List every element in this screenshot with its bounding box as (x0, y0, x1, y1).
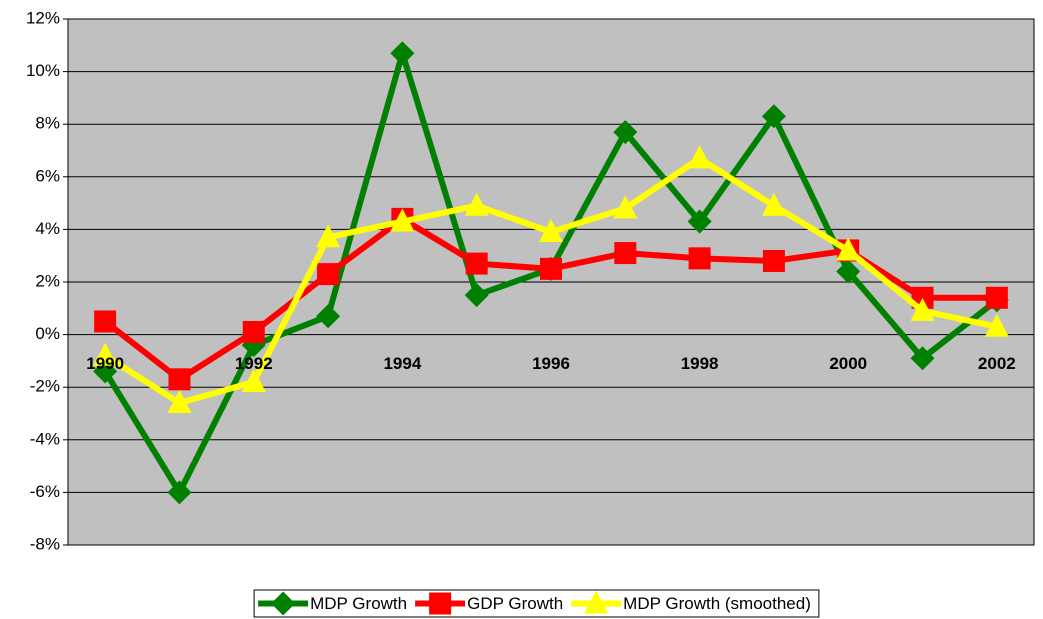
marker (539, 219, 563, 243)
y-tick-label: 10% (26, 61, 60, 80)
marker (390, 208, 415, 232)
y-tick-label: 12% (26, 8, 60, 27)
marker (984, 313, 1009, 337)
marker (93, 342, 118, 366)
marker (613, 120, 638, 145)
marker (168, 368, 191, 391)
x-tick-label: 1992 (235, 354, 273, 373)
legend-label: GDP Growth (467, 594, 563, 613)
marker (540, 257, 562, 280)
marker (762, 249, 785, 272)
marker (241, 368, 266, 392)
y-tick-label: -8% (30, 534, 60, 553)
x-tick-label: 1994 (383, 354, 421, 373)
marker (761, 104, 786, 129)
y-tick-label: -4% (30, 429, 60, 448)
marker (390, 41, 415, 66)
x-tick-label: 2000 (829, 354, 867, 373)
marker (910, 346, 935, 371)
marker (242, 320, 265, 343)
x-tick-label: 1990 (86, 354, 124, 373)
marker (464, 283, 489, 308)
marker (687, 209, 712, 234)
legend-label: MDP Growth (310, 594, 407, 613)
marker (167, 389, 192, 413)
marker (429, 592, 452, 615)
x-tick-label: 1996 (532, 354, 570, 373)
marker (613, 195, 638, 219)
series (93, 145, 1009, 413)
marker (688, 247, 711, 270)
marker (836, 259, 861, 284)
legend: MDP Growth GDP Growth MDP Growth (smoothed… (253, 589, 820, 618)
legend-label: MDP Growth (smoothed) (623, 594, 811, 613)
marker (464, 192, 489, 216)
marker (271, 591, 296, 616)
y-tick-label: 4% (35, 219, 60, 238)
y-tick-label: 2% (35, 271, 60, 290)
x-tick-label: 1998 (681, 354, 719, 373)
marker (910, 297, 935, 321)
plot-border (67, 18, 1035, 546)
legend-box (253, 589, 820, 618)
marker (985, 286, 1008, 309)
y-tick-label: -6% (30, 482, 60, 501)
marker (836, 237, 861, 261)
marker (316, 224, 341, 248)
marker (94, 310, 117, 333)
marker (167, 480, 192, 505)
x-tick-label: 2002 (978, 354, 1016, 373)
marker (316, 304, 341, 329)
marker (687, 145, 712, 169)
y-tick-label: -2% (30, 377, 60, 396)
marker (317, 263, 340, 286)
marker (614, 242, 637, 265)
marker (761, 192, 786, 216)
y-tick-label: 6% (35, 166, 60, 185)
y-tick-label: 8% (35, 114, 60, 133)
marker (584, 590, 609, 614)
marker (465, 252, 488, 275)
y-tick-label: 0% (35, 324, 60, 343)
